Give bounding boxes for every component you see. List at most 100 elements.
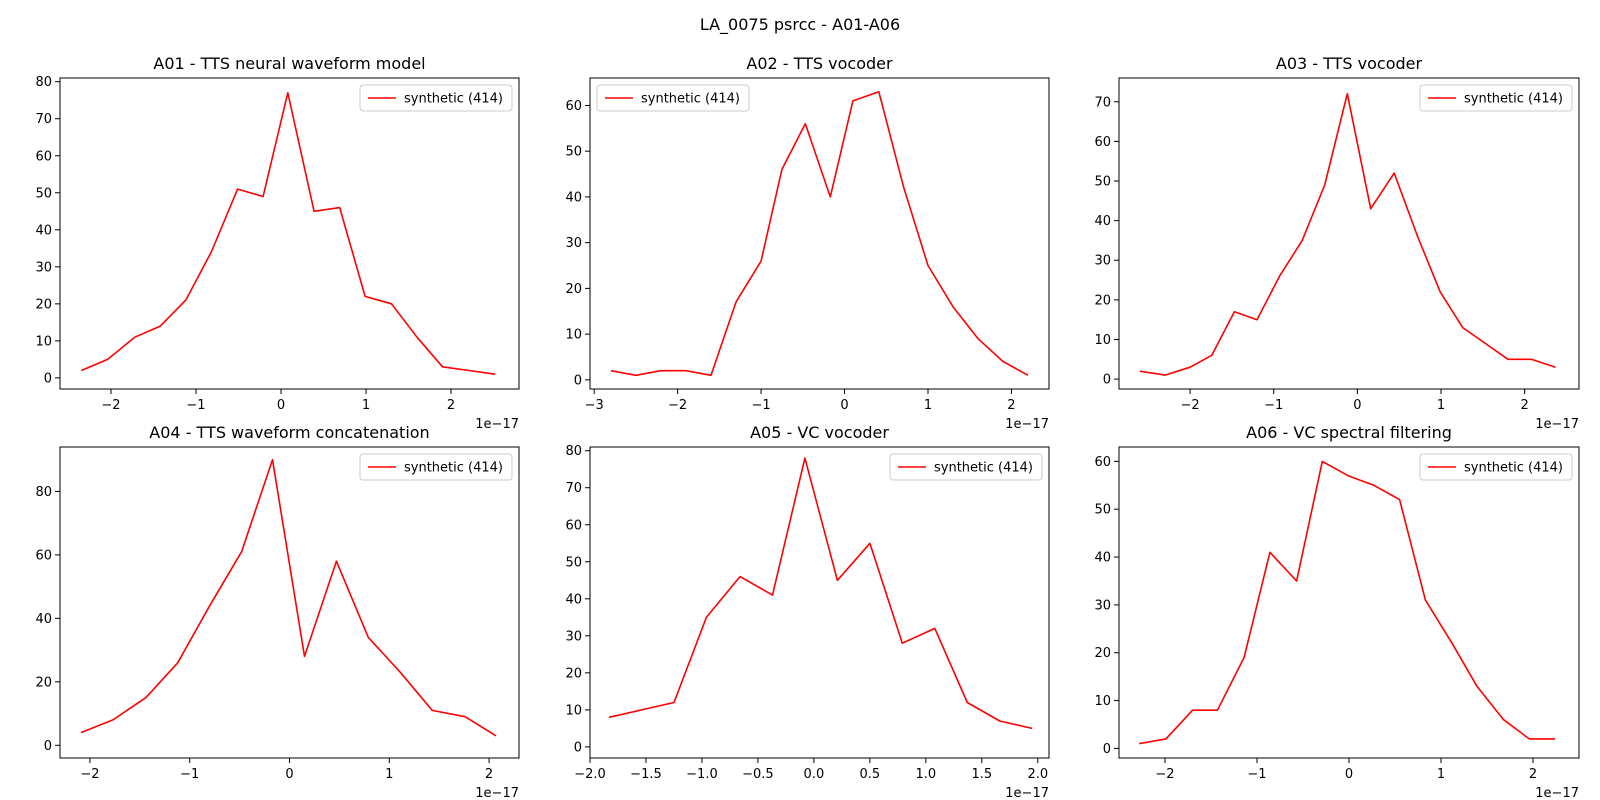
y-tick-label: 70 — [1094, 95, 1111, 110]
series-line — [610, 90, 1029, 377]
y-tick-label: 20 — [565, 666, 582, 681]
legend: synthetic (414) — [1419, 453, 1573, 481]
legend-box — [359, 84, 513, 112]
x-tick-label: −2 — [80, 767, 99, 782]
subplot-title: A01 - TTS neural waveform model — [153, 54, 425, 73]
x-tick-label: −1 — [751, 398, 770, 413]
y-tick-label: 40 — [35, 612, 52, 627]
y-tick-label: 40 — [565, 592, 582, 607]
y-tick-label: 80 — [35, 75, 52, 90]
x-tick-label: −2 — [101, 398, 120, 413]
y-tick-label: 10 — [1094, 333, 1111, 348]
legend: synthetic (414) — [359, 84, 513, 112]
y-tick-label: 0 — [44, 739, 52, 754]
x-tick-label: −1 — [1247, 767, 1266, 782]
y-tick-label: 10 — [565, 328, 582, 343]
y-tick-label: 20 — [1094, 646, 1111, 661]
x-tick-label: −1 — [1264, 398, 1283, 413]
x-tick-label: 0.0 — [804, 767, 825, 782]
subplot-3: A03 - TTS vocoder−2 −1 0 1 20102030405060701… — [1094, 54, 1580, 432]
y-tick-label: 80 — [565, 444, 582, 459]
axes-frame — [589, 446, 1050, 759]
y-tick-label: 40 — [35, 223, 52, 238]
legend-label: synthetic (414) — [641, 92, 740, 107]
x-tick-label: 2 — [1529, 767, 1537, 782]
x-tick-label: 0 — [840, 398, 848, 413]
legend-label: synthetic (414) — [1464, 461, 1563, 476]
legend-box — [596, 84, 750, 112]
y-tick-label: 60 — [565, 518, 582, 533]
x-tick-label: 1 — [1437, 767, 1445, 782]
y-tick-label: 20 — [35, 675, 52, 690]
legend-box — [1419, 453, 1573, 481]
y-tick-label: 0 — [44, 371, 52, 386]
legend: synthetic (414) — [596, 84, 750, 112]
y-tick-label: 70 — [565, 481, 582, 496]
legend: synthetic (414) — [1419, 84, 1573, 112]
x-tick-label: −2.0 — [574, 767, 606, 782]
legend-label: synthetic (414) — [404, 92, 503, 107]
legend-box — [359, 453, 513, 481]
subplot-title: A04 - TTS waveform concatenation — [149, 423, 429, 442]
y-tick-label: 30 — [565, 236, 582, 251]
y-tick-label: 30 — [1094, 254, 1111, 269]
y-tick-label: 0 — [574, 373, 582, 388]
y-tick-label: 30 — [1094, 598, 1111, 613]
y-tick-label: 30 — [565, 629, 582, 644]
axes-frame — [1118, 77, 1580, 390]
subplot-5: A05 - VC vocoder −2.0 −1.5 −1.0 −0.5 0.0 0.5 1.… — [565, 423, 1050, 800]
y-tick-label: 10 — [1094, 694, 1111, 709]
y-tick-label: 30 — [35, 260, 52, 275]
x-tick-label: −1.5 — [630, 767, 662, 782]
y-tick-label: 0 — [574, 740, 582, 755]
x-tick-label: 1 — [362, 398, 370, 413]
legend-label: synthetic (414) — [1464, 92, 1563, 107]
x-tick-label: −2 — [1155, 767, 1174, 782]
subplot-2: A02 - TTS vocoder−3 −2 −1 0 1 201020304050601… — [565, 54, 1050, 432]
subplot-6: A06 - VC spectral filtering−2 −1 0 1 2010203… — [1094, 423, 1580, 800]
legend: synthetic (414) — [359, 453, 513, 481]
x-offset-label: 1e−17 — [1535, 786, 1579, 800]
y-tick-label: 50 — [565, 555, 582, 570]
x-offset-label: 1e−17 — [475, 417, 519, 432]
axes-frame — [59, 77, 520, 390]
y-tick-label: 50 — [35, 186, 52, 201]
axes-frame — [1118, 446, 1580, 759]
y-tick-label: 0 — [1103, 742, 1111, 757]
x-tick-label: 0 — [285, 767, 293, 782]
y-tick-label: 10 — [565, 703, 582, 718]
subplot-4: A04 - TTS waveform concatenation−2 −1 0 1 20… — [35, 423, 520, 800]
x-tick-label: 2 — [447, 398, 455, 413]
y-tick-label: 60 — [1094, 455, 1111, 470]
y-tick-label: 10 — [35, 334, 52, 349]
legend: synthetic (414) — [889, 453, 1043, 481]
legend-box — [889, 453, 1043, 481]
subplot-title: A06 - VC spectral filtering — [1246, 423, 1452, 442]
subplot-1: A01 - TTS neural waveform model−2 −1 0 1 201… — [35, 54, 520, 432]
x-tick-label: 1.0 — [916, 767, 937, 782]
x-tick-label: 2 — [485, 767, 493, 782]
subplot-title: A02 - TTS vocoder — [746, 54, 893, 73]
x-offset-label: 1e−17 — [1005, 417, 1049, 432]
x-tick-label: 1 — [1437, 398, 1445, 413]
x-tick-label: −0.5 — [742, 767, 774, 782]
legend-box — [1419, 84, 1573, 112]
y-tick-label: 70 — [35, 112, 52, 127]
series-line — [1139, 93, 1556, 376]
axes-frame — [589, 77, 1050, 390]
y-tick-label: 0 — [1103, 373, 1111, 388]
subplot-grid: A01 - TTS neural waveform model−2 −1 0 1 201… — [35, 54, 1580, 800]
y-tick-label: 40 — [1094, 214, 1111, 229]
series-line — [1139, 460, 1556, 745]
x-offset-label: 1e−17 — [1005, 786, 1049, 800]
y-tick-label: 20 — [565, 282, 582, 297]
axes-frame — [59, 446, 520, 759]
y-tick-label: 50 — [1094, 175, 1111, 190]
x-tick-label: −1 — [180, 767, 199, 782]
x-tick-label: 0 — [1353, 398, 1361, 413]
legend-label: synthetic (414) — [934, 461, 1033, 476]
y-tick-label: 60 — [35, 149, 52, 164]
y-tick-label: 60 — [1094, 135, 1111, 150]
subplot-title: A03 - TTS vocoder — [1276, 54, 1423, 73]
